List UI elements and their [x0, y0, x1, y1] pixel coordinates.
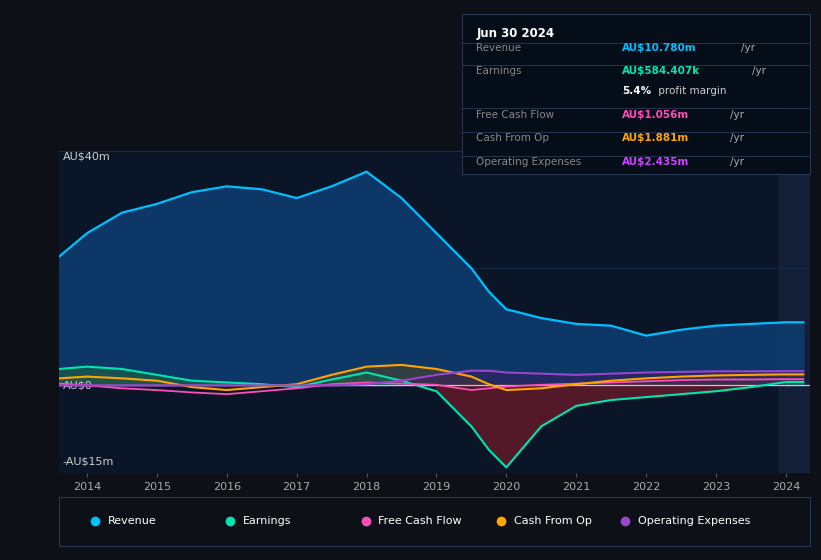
Text: Operating Expenses: Operating Expenses [476, 157, 581, 167]
Text: 5.4%: 5.4% [622, 86, 652, 96]
Text: /yr: /yr [730, 110, 744, 119]
Text: /yr: /yr [741, 43, 754, 53]
Text: AU$584.407k: AU$584.407k [622, 67, 700, 77]
Text: AU$40m: AU$40m [63, 151, 111, 161]
Text: AU$1.881m: AU$1.881m [622, 133, 690, 143]
Text: AU$0: AU$0 [63, 380, 93, 390]
Text: Earnings: Earnings [476, 67, 521, 77]
Text: /yr: /yr [730, 157, 744, 167]
Text: Free Cash Flow: Free Cash Flow [378, 516, 462, 526]
Text: AU$10.780m: AU$10.780m [622, 43, 697, 53]
Text: Earnings: Earnings [243, 516, 291, 526]
Bar [779, 151, 810, 473]
Text: Cash From Op: Cash From Op [476, 133, 549, 143]
Text: profit margin: profit margin [655, 86, 727, 96]
Text: -AU$15m: -AU$15m [63, 457, 114, 467]
Text: /yr: /yr [752, 67, 766, 77]
Text: Revenue: Revenue [476, 43, 521, 53]
Text: Jun 30 2024: Jun 30 2024 [476, 27, 554, 40]
Text: Free Cash Flow: Free Cash Flow [476, 110, 554, 119]
Text: Revenue: Revenue [108, 516, 157, 526]
Text: Operating Expenses: Operating Expenses [638, 516, 750, 526]
Text: AU$1.056m: AU$1.056m [622, 110, 690, 119]
Text: AU$2.435m: AU$2.435m [622, 157, 690, 167]
Text: Cash From Op: Cash From Op [514, 516, 591, 526]
Text: /yr: /yr [730, 133, 744, 143]
